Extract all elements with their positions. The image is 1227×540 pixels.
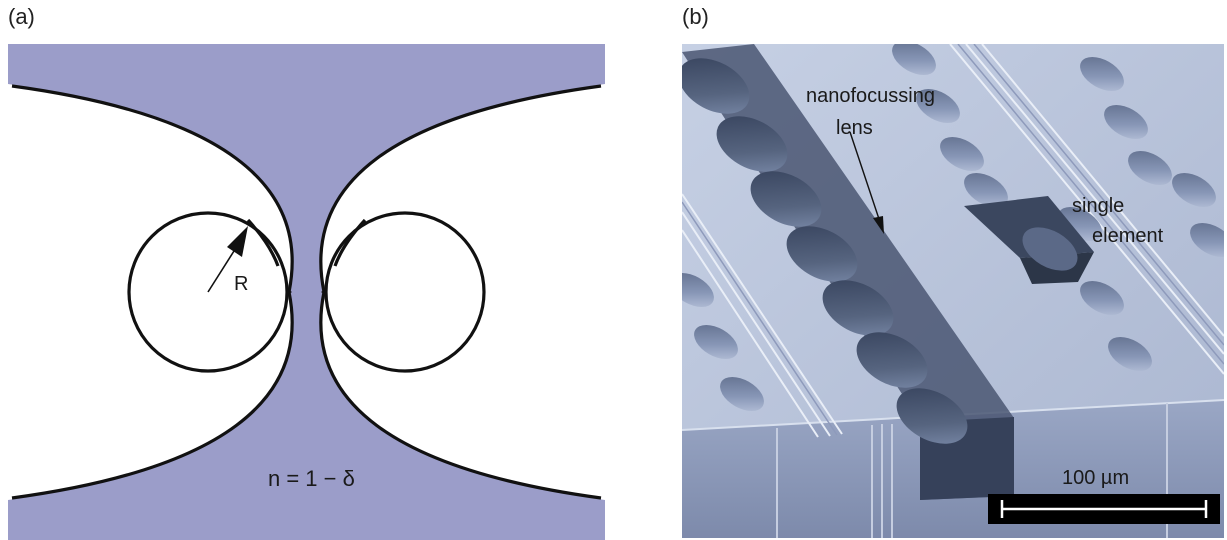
ridge-lines (682, 44, 1224, 438)
lens-material (8, 44, 605, 540)
radius-label: R (234, 273, 248, 295)
scale-bar-label: 100 µm (1062, 467, 1129, 489)
refractive-index-label: n = 1 − δ (268, 466, 355, 491)
radius-arrow (207, 226, 248, 293)
lens-schematic: R n = 1 − δ (8, 44, 605, 540)
single-element (964, 196, 1094, 284)
panel-a-label: (a) (8, 4, 35, 29)
lens-holes (682, 58, 968, 444)
sem-image: nanofocussing lens single element 100 µm (682, 44, 1224, 538)
element-label-line2: element (1092, 225, 1164, 247)
element-label-line1: single (1072, 195, 1124, 217)
lens-label-line1: nanofocussing (806, 85, 935, 107)
right-osculating-circle (324, 211, 486, 373)
scale-bar (988, 494, 1220, 524)
surface-holes (682, 44, 1224, 412)
panel-b-label: (b) (682, 4, 709, 29)
lens-label-line2: lens (836, 117, 873, 139)
lens-pointer (849, 131, 881, 223)
